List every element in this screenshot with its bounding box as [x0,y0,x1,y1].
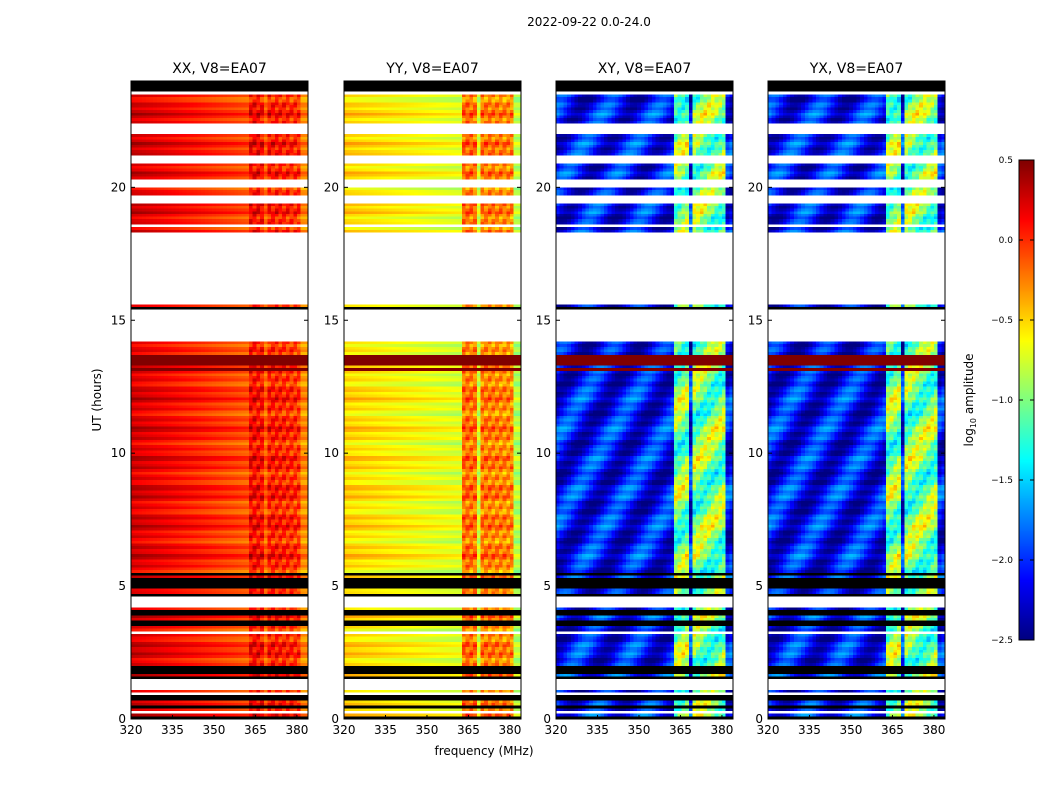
y-tick-label: 0 [118,712,126,726]
colorbar-label: log10 amplitude [962,354,978,447]
y-tick-label: 20 [324,180,339,194]
x-tick-label: 320 [545,723,568,737]
y-tick-label: 5 [755,579,763,593]
x-tick-label: 350 [203,723,226,737]
y-tick-label: 20 [748,180,763,194]
colorbar-tick-label: 0.5 [999,156,1013,166]
y-tick-label: 10 [324,446,339,460]
x-tick-label: 350 [628,723,651,737]
heatmap-image-yy [344,81,521,719]
x-tick-label: 350 [416,723,439,737]
panel-xy: XY, V8=EA07 320 335 350 365 380 0 5 10 15 20 [536,61,734,737]
panel-frame-yy [343,80,522,720]
colorbar-tick-label: 0.0 [999,236,1014,246]
x-tick-label: 320 [333,723,356,737]
y-tick-label: 5 [331,579,339,593]
x-tick-label: 365 [881,723,904,737]
colorbar-tick-label: −1.0 [991,396,1013,406]
colorbar-tick-label: −2.0 [991,556,1013,566]
y-tick-label: 0 [543,712,551,726]
x-tick-label: 380 [285,723,308,737]
x-tick-label: 335 [586,723,609,737]
x-tick-label: 335 [374,723,397,737]
x-tick-label: 320 [120,723,143,737]
x-tick-label: 380 [710,723,733,737]
x-tick-label: 365 [669,723,692,737]
y-tick-label: 20 [111,180,126,194]
panel-frame-xx [130,80,309,720]
y-axis-label: UT (hours) [90,368,104,431]
x-tick-label: 320 [757,723,780,737]
x-tick-label: 365 [457,723,480,737]
heatmap-image-xy [556,81,733,719]
colorbar-tick-label: −1.5 [991,476,1013,486]
colorbar-gradient [1019,160,1034,640]
x-tick-label: 335 [798,723,821,737]
x-tick-label: 380 [922,723,945,737]
x-tick-label: 350 [840,723,863,737]
panel-frame-xy [555,80,734,720]
y-tick-label: 5 [543,579,551,593]
figure-title: 2022-09-22 0.0-24.0 [527,15,651,29]
panel-title-yx: YX, V8=EA07 [809,61,904,77]
y-tick-label: 0 [331,712,339,726]
heatmap-image-yx [768,81,945,719]
y-tick-label: 5 [118,579,126,593]
colorbar-tick-label: −0.5 [991,316,1013,326]
panel-title-xy: XY, V8=EA07 [598,61,692,77]
y-tick-label: 15 [324,313,339,327]
colorbar-tick-label: −2.5 [991,636,1013,646]
y-tick-label: 0 [755,712,763,726]
x-tick-label: 365 [244,723,267,737]
y-tick-label: 10 [536,446,551,460]
panel-title-yy: YY, V8=EA07 [385,61,478,77]
panel-yy: YY, V8=EA07 320 335 350 365 380 0 5 10 15 20 [324,61,522,737]
panel-yx: YX, V8=EA07 320 335 350 365 380 0 5 10 15 20 [748,61,946,737]
y-tick-label: 10 [111,446,126,460]
y-tick-label: 15 [748,313,763,327]
y-tick-label: 20 [536,180,551,194]
x-axis-label: frequency (MHz) [434,744,533,758]
y-tick-label: 10 [748,446,763,460]
y-tick-label: 15 [536,313,551,327]
panel-frame-yx [767,80,946,720]
panel-xx: XX, V8=EA07 320 335 350 365 380 0 5 10 15 20 [111,61,309,737]
heatmap-image-xx [131,81,308,719]
colorbar: 0.5 0.0 −0.5 −1.0 −1.5 −2.0 −2.5 [991,156,1035,646]
x-tick-label: 380 [498,723,521,737]
y-tick-label: 15 [111,313,126,327]
x-tick-label: 335 [161,723,184,737]
panel-title-xx: XX, V8=EA07 [172,61,267,77]
